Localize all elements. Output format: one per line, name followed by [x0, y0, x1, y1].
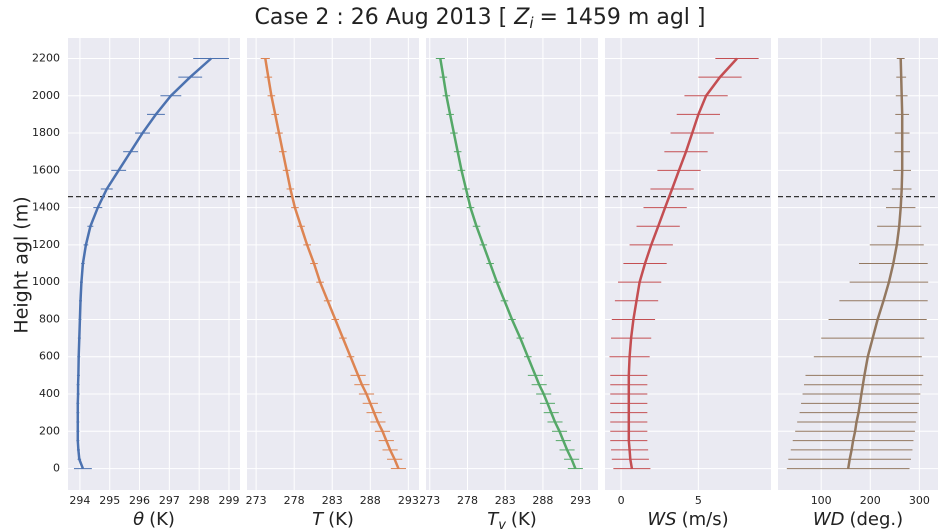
x-tick-label: 0	[618, 494, 625, 507]
x-axis-label: T (K)	[312, 509, 354, 530]
x-label-unit: (deg.)	[849, 509, 903, 530]
y-tick-label: 2000	[32, 89, 60, 102]
x-label-unit: (K)	[149, 509, 175, 530]
x-tick-label: 288	[532, 494, 553, 507]
y-tick-label: 0	[53, 462, 60, 475]
x-tick-label: 288	[360, 494, 381, 507]
x-tick-label: 273	[419, 494, 440, 507]
x-axis-label: Tv (K)	[487, 509, 537, 531]
x-tick-label: 293	[570, 494, 591, 507]
profile-line	[846, 58, 904, 469]
title-sub: i	[529, 14, 534, 32]
x-label-var: WS	[647, 509, 676, 530]
x-axis-label: WD (deg.)	[813, 509, 903, 530]
title-suffix: = 1459 m agl ]	[540, 5, 706, 30]
x-tick-label: 283	[322, 494, 343, 507]
y-tick-label: 600	[39, 350, 60, 363]
x-label-var: WD	[813, 509, 845, 530]
x-label-unit: (m/s)	[682, 509, 729, 530]
panel-background	[426, 38, 598, 490]
x-tick-label: 5	[695, 494, 702, 507]
y-tick-label: 2200	[32, 52, 60, 65]
profile-line	[627, 57, 738, 469]
x-tick-label: 298	[189, 494, 210, 507]
title-prefix: Case 2 : 26 Aug 2013 [	[255, 5, 508, 30]
x-label-var: T	[487, 509, 500, 530]
panel-background	[68, 38, 240, 490]
y-tick-label: 1000	[32, 275, 60, 288]
y-tick-label: 400	[39, 387, 60, 400]
x-tick-label: 200	[860, 494, 881, 507]
x-tick-label: 294	[69, 494, 90, 507]
y-tick-label: 200	[39, 424, 60, 437]
x-tick-label: 273	[246, 494, 267, 507]
x-label-var: T	[312, 509, 325, 530]
x-tick-label: 293	[398, 494, 419, 507]
x-tick-label: 100	[811, 494, 832, 507]
x-tick-label: 295	[99, 494, 120, 507]
x-tick-label: 278	[457, 494, 478, 507]
x-label-var: θ	[133, 509, 144, 530]
y-tick-label: 1800	[32, 126, 60, 139]
x-label-unit: (K)	[328, 509, 354, 530]
x-tick-label: 297	[159, 494, 180, 507]
profile-line	[76, 57, 212, 470]
x-tick-label: 283	[495, 494, 516, 507]
x-axis-label: θ (K)	[133, 509, 175, 530]
x-label-sub: v	[498, 518, 506, 531]
x-axis-label: WS (m/s)	[647, 509, 728, 530]
y-tick-label: 800	[39, 312, 60, 325]
title-var: Z	[513, 5, 530, 30]
profile-line	[264, 58, 400, 470]
profile-line	[439, 58, 577, 470]
x-tick-label: 278	[284, 494, 305, 507]
x-tick-label: 296	[129, 494, 150, 507]
y-tick-label: 1600	[32, 163, 60, 176]
y-tick-label: 1400	[32, 201, 60, 214]
y-tick-label: 1200	[32, 238, 60, 251]
chart-title: Case 2 : 26 Aug 2013 [ Zi = 1459 m agl ]	[255, 5, 706, 32]
x-tick-label: 299	[218, 494, 239, 507]
x-label-unit: (K)	[511, 509, 537, 530]
x-tick-label: 300	[909, 494, 930, 507]
y-axis-label: Height agl (m)	[11, 196, 33, 333]
